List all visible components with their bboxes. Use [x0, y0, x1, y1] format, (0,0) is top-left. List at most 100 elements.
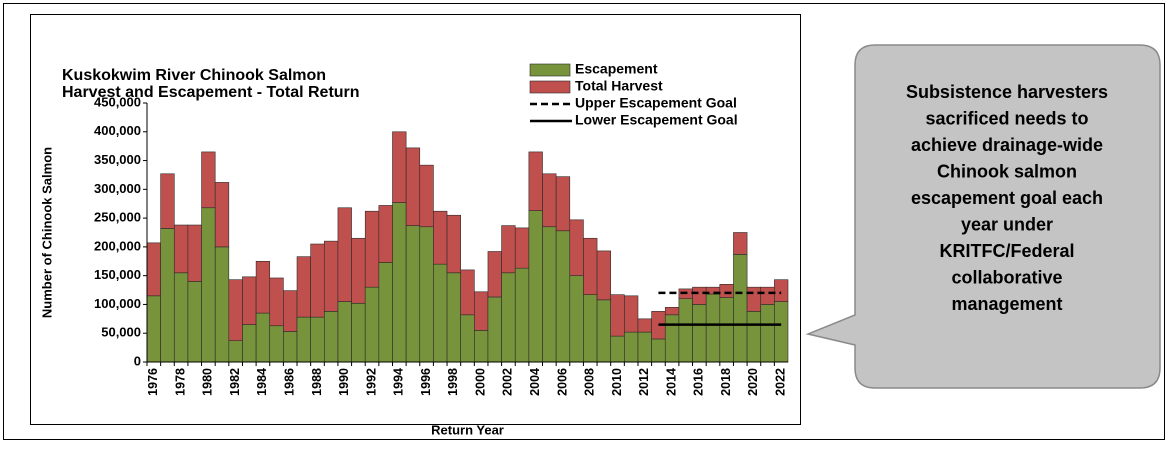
bar: [583, 294, 598, 363]
callout-bubble: [805, 44, 1161, 389]
bar: [446, 214, 461, 274]
legend-swatch: [529, 80, 571, 94]
bar: [228, 279, 243, 342]
bar: [583, 237, 598, 295]
bar: [555, 230, 571, 363]
bar: [514, 267, 530, 363]
chart-title: Harvest and Escapement - Total Return: [62, 84, 360, 101]
chart-title: Kuskokwim River Chinook Salmon: [62, 67, 326, 84]
bar: [692, 304, 707, 363]
bar: [283, 290, 298, 332]
bar: [378, 262, 393, 363]
x-axis-title: Return Year: [431, 422, 504, 437]
frame: [3, 3, 1165, 440]
bar: [446, 272, 461, 363]
bar: [323, 240, 339, 312]
bar: [678, 298, 693, 363]
bar: [214, 182, 230, 248]
y-tick-label: 250,000: [94, 210, 141, 225]
bar: [542, 226, 557, 363]
y-tick-label: 200,000: [94, 238, 141, 253]
bar: [242, 276, 257, 325]
bar: [392, 202, 407, 363]
x-tick-label: 2020: [746, 368, 760, 396]
x-tick-label: 2002: [501, 368, 515, 396]
legend-label: Escapement: [575, 61, 658, 77]
callout-text: Subsistence harvesters: [906, 82, 1108, 102]
bar: [323, 311, 339, 363]
bar: [160, 173, 175, 229]
bar: [269, 325, 284, 363]
bar: [146, 242, 161, 297]
bar: [296, 316, 311, 363]
bar: [637, 318, 652, 333]
bar: [310, 316, 325, 363]
x-tick-label: 1994: [392, 368, 406, 396]
bar: [433, 210, 448, 265]
x-tick-label: 2004: [528, 368, 542, 396]
callout: Subsistence harvesters sacrificed needs t…: [906, 82, 1108, 314]
legend-label: Total Harvest: [575, 78, 663, 94]
bar: [146, 295, 161, 363]
bar: [774, 279, 789, 302]
x-tick-label: 2022: [773, 368, 787, 396]
bar: [419, 164, 434, 228]
callout-text: sacrificed needs to: [925, 108, 1088, 128]
bar: [760, 304, 775, 363]
bar: [364, 210, 380, 288]
bar: [474, 330, 489, 363]
bar: [501, 272, 516, 363]
bar: [596, 250, 612, 301]
bar: [474, 291, 489, 331]
bar: [419, 226, 434, 363]
bar: [664, 314, 680, 363]
bar: [364, 286, 380, 363]
bar: [528, 210, 543, 363]
y-tick-label: 150,000: [94, 267, 141, 282]
legend-swatch: [529, 63, 571, 77]
bar: [651, 338, 666, 363]
x-tick-label: 2014: [664, 368, 678, 396]
bar: [624, 331, 639, 363]
bar: [201, 151, 216, 209]
bar: [296, 256, 311, 318]
bar: [501, 225, 516, 274]
bar: [392, 131, 407, 203]
bar: [242, 324, 257, 363]
x-tick-label: 2008: [583, 368, 597, 396]
bar: [733, 254, 748, 363]
bar: [746, 286, 762, 312]
bar: [664, 307, 680, 316]
x-tick-label: 1988: [310, 368, 324, 396]
bar: [255, 260, 271, 314]
callout-text: escapement goal each: [911, 188, 1103, 208]
callout-text: Chinook salmon: [937, 161, 1077, 181]
bar: [542, 173, 557, 228]
bar: [173, 272, 189, 363]
bar: [173, 224, 189, 274]
y-tick-label: 50,000: [101, 325, 141, 340]
callout-text: KRITFC/Federal: [939, 241, 1074, 261]
x-tick-label: 1986: [282, 368, 296, 396]
bar: [351, 302, 366, 363]
y-tick-label: 450,000: [94, 94, 141, 109]
x-tick-label: 1996: [419, 368, 433, 396]
y-tick-label: 400,000: [94, 123, 141, 138]
x-tick-label: 2010: [610, 368, 624, 396]
bar: [214, 246, 230, 363]
bar: [487, 251, 502, 298]
bar: [160, 228, 175, 363]
bar: [624, 295, 639, 333]
bar: [460, 269, 475, 316]
bar: [337, 207, 352, 302]
callout-text: achieve drainage-wide: [911, 135, 1103, 155]
x-tick-label: 1990: [337, 368, 351, 396]
bar: [433, 263, 448, 363]
bar: [596, 299, 612, 363]
bar: [201, 207, 216, 363]
bar: [187, 224, 202, 282]
bar: [460, 314, 475, 363]
y-axis-title: Number of Chinook Salmon: [39, 147, 54, 318]
legend-label: Upper Escapement Goal: [575, 95, 737, 111]
x-tick-label: 2018: [719, 368, 733, 396]
